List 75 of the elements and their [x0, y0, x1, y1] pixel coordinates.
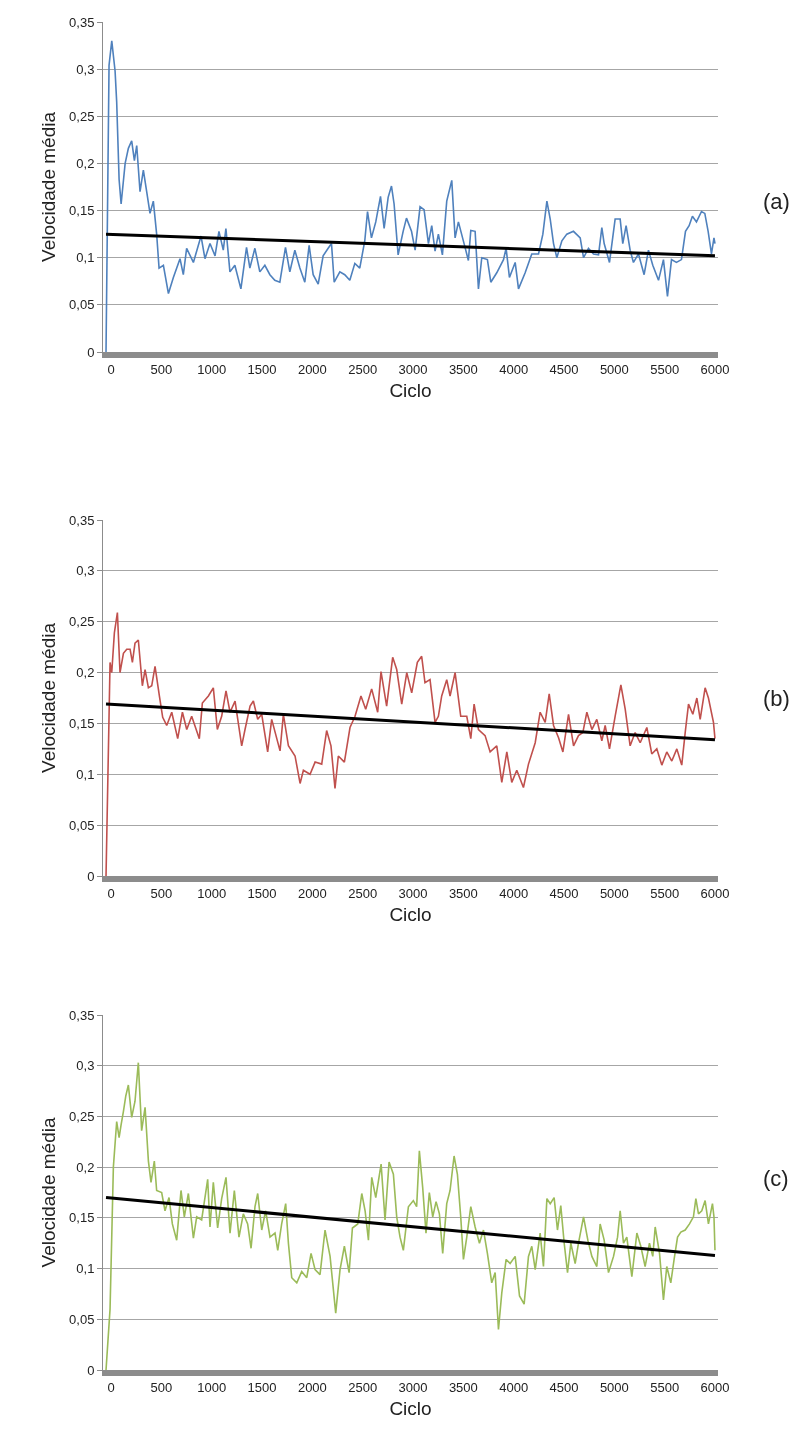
x-tick-label: 5000: [599, 885, 629, 901]
line-series: [105, 40, 716, 352]
y-tick-label: 0,1: [76, 766, 95, 782]
x-tick-label: 4000: [499, 1379, 529, 1395]
x-tick-label: 0: [107, 1379, 115, 1395]
text: (c): [763, 1166, 789, 1191]
y-tick-label: 0,25: [69, 1108, 95, 1124]
x-tick-label: 2000: [297, 361, 327, 377]
x-tick-label: 6000: [700, 885, 730, 901]
x-tick-label: 4500: [549, 885, 579, 901]
x-tick-label: 3000: [398, 885, 428, 901]
x-tick-label: 4500: [549, 1379, 579, 1395]
x-tick-label: 4500: [549, 361, 579, 377]
x-tick-label: 1000: [197, 361, 227, 377]
y-tick-label: 0: [87, 868, 95, 884]
x-axis-title: Ciclo: [389, 379, 432, 401]
y-tick-label: 0,15: [69, 1210, 95, 1226]
y-tick-label: 0,2: [76, 155, 95, 171]
x-tick-label: 500: [150, 885, 173, 901]
x-tick-label: 2500: [348, 361, 378, 377]
y-tick-label: 0,05: [69, 817, 95, 833]
y-tick-label: 0,15: [69, 203, 95, 219]
x-tick-label: 3500: [448, 885, 478, 901]
x-tick-label: 3500: [448, 1379, 478, 1395]
x-tick-label: 2000: [297, 1379, 327, 1395]
x-tick-label: 3500: [448, 361, 478, 377]
x-tick-label: 0: [107, 885, 115, 901]
x-tick-label: 1500: [247, 1379, 277, 1395]
y-tick-label: 0,35: [69, 1007, 95, 1023]
y-tick-label: 0: [87, 1362, 95, 1378]
y-tick-label: 0,25: [69, 614, 95, 630]
x-tick-label: 3000: [398, 361, 428, 377]
x-tick-label: 1500: [247, 885, 277, 901]
x-tick-label: 6000: [700, 1379, 730, 1395]
y-tick-label: 0,05: [69, 297, 95, 313]
y-axis-title: Velocidade média: [37, 111, 59, 262]
y-tick-label: 0,3: [76, 563, 95, 579]
x-tick-label: 1500: [247, 361, 277, 377]
x-tick-label: 3000: [398, 1379, 428, 1395]
y-tick-label: 0,2: [76, 1159, 95, 1175]
x-tick-label: 5000: [599, 1379, 629, 1395]
y-tick-label: 0,2: [76, 665, 95, 681]
x-tick-label: 4000: [499, 361, 529, 377]
x-axis-title: Ciclo: [389, 903, 432, 925]
y-tick-label: 0,25: [69, 108, 95, 124]
line-series: [105, 1061, 716, 1370]
x-tick-label: 1000: [197, 885, 227, 901]
x-tick-label: 0: [107, 361, 115, 377]
text: (b): [763, 686, 790, 711]
y-tick-label: 0,3: [76, 1058, 95, 1074]
x-tick-label: 500: [150, 1379, 173, 1395]
x-tick-label: 5500: [650, 1379, 680, 1395]
x-axis-title: Ciclo: [389, 1397, 432, 1419]
text: (a): [763, 189, 790, 214]
x-tick-label: 1000: [197, 1379, 227, 1395]
y-tick-label: 0,35: [69, 14, 95, 30]
line-series: [105, 611, 716, 876]
x-tick-label: 5000: [599, 361, 629, 377]
y-tick-label: 0,05: [69, 1311, 95, 1327]
y-tick-label: 0,3: [76, 61, 95, 77]
y-tick-label: 0: [87, 344, 95, 360]
x-tick-label: 2500: [348, 1379, 378, 1395]
x-tick-label: 2500: [348, 885, 378, 901]
y-tick-label: 0,1: [76, 250, 95, 266]
x-tick-label: 5500: [650, 361, 680, 377]
x-tick-label: 500: [150, 361, 173, 377]
x-tick-label: 6000: [700, 361, 730, 377]
x-tick-label: 4000: [499, 885, 529, 901]
y-tick-label: 0,15: [69, 715, 95, 731]
x-tick-label: 2000: [297, 885, 327, 901]
y-axis-title: Velocidade média: [37, 622, 59, 773]
y-tick-label: 0,1: [76, 1261, 95, 1277]
y-axis-title: Velocidade média: [37, 1117, 59, 1268]
y-tick-label: 0,35: [69, 512, 95, 528]
x-tick-label: 5500: [650, 885, 680, 901]
